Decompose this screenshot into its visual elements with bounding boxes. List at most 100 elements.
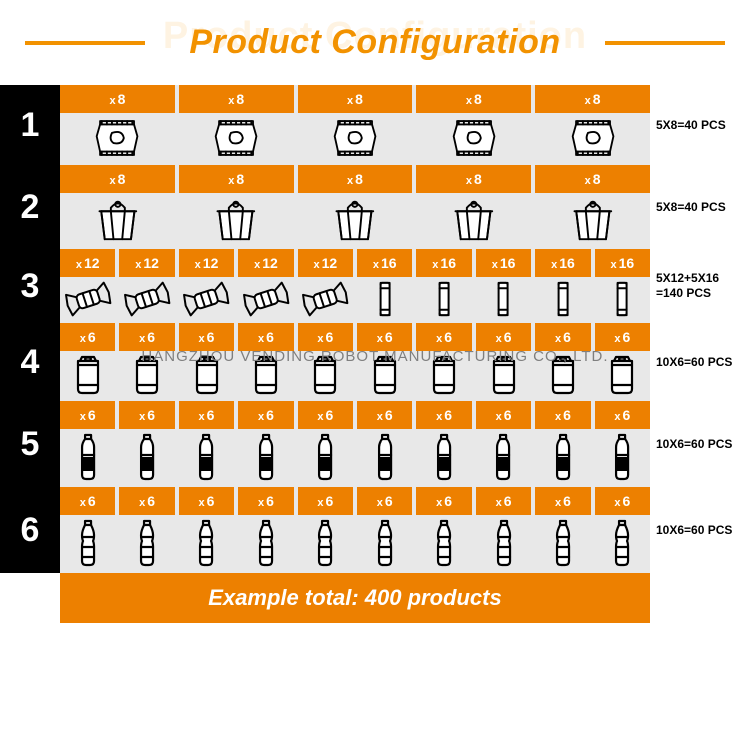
- water-bottle-icon: [416, 429, 471, 487]
- water-bottle-icon: [298, 429, 353, 487]
- row-number: 2: [0, 165, 60, 249]
- capacity-cell: x8: [179, 85, 294, 113]
- capacity-row: x8x8x8x8x8: [60, 165, 650, 193]
- capacity-cell: x6: [535, 401, 590, 429]
- can-icon: [179, 351, 234, 401]
- capacity-cell: x16: [476, 249, 531, 277]
- row-body: x6x6x6x6x6x6x6x6x6x6: [60, 401, 650, 487]
- capacity-row: x6x6x6x6x6x6x6x6x6x6: [60, 401, 650, 429]
- capacity-cell: x6: [416, 323, 471, 351]
- soda-bottle-icon: [476, 515, 531, 573]
- capacity-cell: x8: [179, 165, 294, 193]
- page: Product Configuration Product Configurat…: [0, 0, 750, 623]
- row-body: x6x6x6x6x6x6x6x6x6x6: [60, 487, 650, 573]
- row-body: x8x8x8x8x8: [60, 85, 650, 165]
- capacity-cell: x8: [60, 85, 175, 113]
- capacity-cell: x6: [238, 487, 293, 515]
- row-total-label: 10X6=60 PCS: [650, 323, 750, 401]
- icon-row: [60, 351, 650, 401]
- capacity-row: x8x8x8x8x8: [60, 85, 650, 113]
- capacity-cell: x6: [179, 487, 234, 515]
- config-table: 1x8x8x8x8x8: [0, 85, 750, 573]
- row-body: x12x12x12x12x12x16x16x16x16x16: [60, 249, 650, 323]
- water-bottle-icon: [119, 429, 174, 487]
- chip-bag-icon: [298, 113, 413, 165]
- capacity-cell: x6: [298, 323, 353, 351]
- row-total-label: 5X8=40 PCS: [650, 165, 750, 249]
- capacity-cell: x12: [238, 249, 293, 277]
- stick-icon: [535, 277, 590, 323]
- capacity-cell: x6: [60, 323, 115, 351]
- row-body: x8x8x8x8x8: [60, 165, 650, 249]
- title-block: Product Configuration Product Configurat…: [0, 15, 750, 70]
- capacity-cell: x16: [416, 249, 471, 277]
- soda-bottle-icon: [416, 515, 471, 573]
- capacity-cell: x6: [298, 487, 353, 515]
- row-number: 1: [0, 85, 60, 165]
- stick-icon: [595, 277, 650, 323]
- row-number: 3: [0, 249, 60, 323]
- capacity-cell: x6: [476, 487, 531, 515]
- soda-bottle-icon: [535, 515, 590, 573]
- water-bottle-icon: [476, 429, 531, 487]
- candy-icon: [119, 277, 174, 323]
- capacity-cell: x16: [535, 249, 590, 277]
- can-icon: [476, 351, 531, 401]
- soda-bottle-icon: [357, 515, 412, 573]
- capacity-cell: x6: [416, 487, 471, 515]
- soda-bottle-icon: [298, 515, 353, 573]
- capacity-cell: x8: [298, 85, 413, 113]
- capacity-cell: x6: [416, 401, 471, 429]
- capacity-cell: x6: [357, 401, 412, 429]
- capacity-cell: x6: [238, 401, 293, 429]
- water-bottle-icon: [535, 429, 590, 487]
- capacity-row: x6x6x6x6x6x6x6x6x6x6: [60, 323, 650, 351]
- water-bottle-icon: [60, 429, 115, 487]
- water-bottle-icon: [238, 429, 293, 487]
- capacity-cell: x6: [179, 323, 234, 351]
- soda-bottle-icon: [595, 515, 650, 573]
- capacity-cell: x16: [357, 249, 412, 277]
- capacity-cell: x6: [535, 323, 590, 351]
- soda-bottle-icon: [238, 515, 293, 573]
- capacity-cell: x6: [119, 323, 174, 351]
- capacity-cell: x12: [119, 249, 174, 277]
- capacity-cell: x16: [595, 249, 650, 277]
- can-icon: [298, 351, 353, 401]
- capacity-cell: x6: [476, 401, 531, 429]
- table-row: 4x6x6x6x6x6x6x6x6x6x6: [0, 323, 750, 401]
- table-row: 3x12x12x12x12x12x16x16x16x16x16: [0, 249, 750, 323]
- capacity-cell: x6: [238, 323, 293, 351]
- capacity-cell: x12: [298, 249, 353, 277]
- row-number: 6: [0, 487, 60, 573]
- capacity-cell: x6: [60, 487, 115, 515]
- icon-row: [60, 277, 650, 323]
- capacity-cell: x6: [595, 323, 650, 351]
- total-label: Example total: 400 products: [60, 573, 650, 623]
- row-total-label: 10X6=60 PCS: [650, 487, 750, 573]
- capacity-cell: x12: [179, 249, 234, 277]
- candy-icon: [238, 277, 293, 323]
- capacity-cell: x6: [357, 487, 412, 515]
- stick-icon: [357, 277, 412, 323]
- table-row: 6x6x6x6x6x6x6x6x6x6x6: [0, 487, 750, 573]
- chip-bag-icon: [535, 113, 650, 165]
- capacity-cell: x12: [60, 249, 115, 277]
- capacity-cell: x6: [119, 487, 174, 515]
- capacity-cell: x8: [60, 165, 175, 193]
- water-bottle-icon: [357, 429, 412, 487]
- capacity-row: x6x6x6x6x6x6x6x6x6x6: [60, 487, 650, 515]
- row-number: 5: [0, 401, 60, 487]
- row-total-label: 5X8=40 PCS: [650, 85, 750, 165]
- water-bottle-icon: [179, 429, 234, 487]
- icon-row: [60, 113, 650, 165]
- stick-icon: [476, 277, 531, 323]
- capacity-cell: x6: [179, 401, 234, 429]
- water-bottle-icon: [595, 429, 650, 487]
- can-icon: [119, 351, 174, 401]
- takeout-box-icon: [60, 193, 175, 249]
- capacity-cell: x8: [535, 85, 650, 113]
- chip-bag-icon: [416, 113, 531, 165]
- can-icon: [238, 351, 293, 401]
- capacity-cell: x6: [595, 487, 650, 515]
